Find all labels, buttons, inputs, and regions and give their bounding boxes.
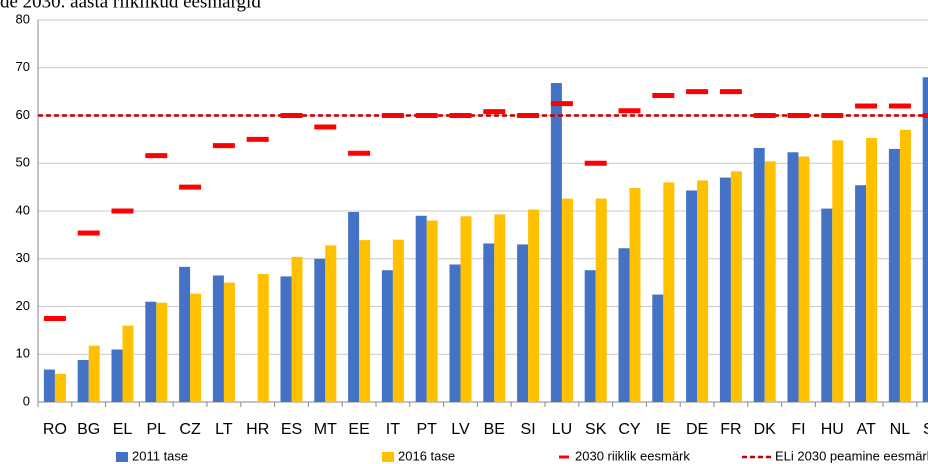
bar <box>528 209 540 402</box>
bar <box>77 359 89 402</box>
x-tick-label: BE <box>484 421 505 438</box>
legend-swatch <box>382 452 394 462</box>
bar <box>866 137 878 402</box>
bar <box>280 276 292 402</box>
x-tick-label: EE <box>348 421 369 438</box>
legend-label: 2011 tase <box>132 448 188 463</box>
bar <box>156 302 168 402</box>
x-tick-label: RO <box>43 421 67 438</box>
bar <box>888 148 900 402</box>
bar <box>415 215 427 402</box>
bar <box>753 147 765 402</box>
bar <box>179 266 191 402</box>
bar <box>212 275 224 402</box>
bar <box>550 83 562 402</box>
bar <box>629 188 641 402</box>
bar <box>111 349 123 402</box>
x-tick-label: PT <box>416 421 437 438</box>
bar <box>652 294 664 402</box>
bar <box>595 198 607 402</box>
bar <box>122 325 134 402</box>
x-tick-label: PL <box>147 421 167 438</box>
x-tick-label: SI <box>521 421 536 438</box>
bar <box>922 77 928 403</box>
bar <box>686 190 698 402</box>
bar <box>291 256 303 402</box>
x-tick-label: IT <box>386 421 400 438</box>
bar <box>88 345 100 402</box>
x-tick-label: LT <box>215 421 233 438</box>
bar <box>663 182 675 402</box>
x-tick-label: SK <box>585 421 607 438</box>
x-tick-label: LU <box>552 421 572 438</box>
bar <box>764 161 776 402</box>
bar <box>257 274 269 402</box>
bar <box>392 239 404 402</box>
x-tick-label: MT <box>314 421 337 438</box>
x-tick-label: EL <box>113 421 133 438</box>
x-tick-label: HU <box>821 421 844 438</box>
bar <box>43 369 55 402</box>
x-tick-label: CY <box>618 421 641 438</box>
x-tick-label: IE <box>656 421 671 438</box>
bar <box>449 264 461 402</box>
bar <box>145 301 157 402</box>
legend-label: 2030 riiklik eesmärk <box>575 448 690 463</box>
bar <box>787 152 799 402</box>
bar <box>517 244 529 402</box>
x-tick-label: DE <box>686 421 708 438</box>
bar <box>561 198 573 402</box>
x-tick-label: DK <box>754 421 777 438</box>
bar <box>730 171 742 402</box>
bar <box>719 177 731 402</box>
x-tick-label: FI <box>791 421 805 438</box>
bar <box>832 140 844 402</box>
bar <box>483 243 495 402</box>
y-tick-label: 80 <box>16 11 30 26</box>
bar <box>54 373 66 402</box>
y-tick-label: 50 <box>16 155 30 170</box>
bar <box>494 214 506 402</box>
bar <box>798 156 810 402</box>
bar <box>190 293 202 402</box>
bar <box>821 208 833 402</box>
x-tick-label: CZ <box>179 421 201 438</box>
legend-label: 2016 tase <box>398 448 455 463</box>
legend-label: ELi 2030 peamine eesmärk <box>775 448 928 463</box>
x-tick-label: NL <box>890 421 911 438</box>
x-tick-label: AT <box>856 421 875 438</box>
y-tick-label: 60 <box>16 107 30 122</box>
bar <box>348 211 360 402</box>
x-tick-label: LV <box>451 421 470 438</box>
chart-title: de 2030. aasta riiklikud eesmärgid <box>0 0 261 12</box>
bar <box>899 129 911 402</box>
y-tick-label: 0 <box>23 393 30 408</box>
bar <box>584 270 596 402</box>
y-tick-label: 10 <box>16 346 30 361</box>
y-tick-label: 20 <box>16 298 30 313</box>
bar <box>426 220 438 402</box>
y-tick-label: 70 <box>16 59 30 74</box>
legend-swatch <box>116 452 128 462</box>
bar <box>359 240 371 402</box>
x-tick-label: BG <box>77 421 100 438</box>
y-tick-label: 40 <box>16 202 30 217</box>
x-tick-label: FR <box>720 421 741 438</box>
bar <box>618 248 630 402</box>
bar <box>223 282 235 402</box>
y-tick-label: 30 <box>16 250 30 265</box>
bar <box>381 270 393 402</box>
x-tick-label: HR <box>246 421 269 438</box>
x-tick-label: SE <box>923 421 928 438</box>
bar <box>460 216 472 402</box>
bar <box>314 258 326 402</box>
bar <box>697 180 709 402</box>
x-tick-label: ES <box>281 421 302 438</box>
bar <box>325 245 337 402</box>
bar <box>855 185 867 402</box>
